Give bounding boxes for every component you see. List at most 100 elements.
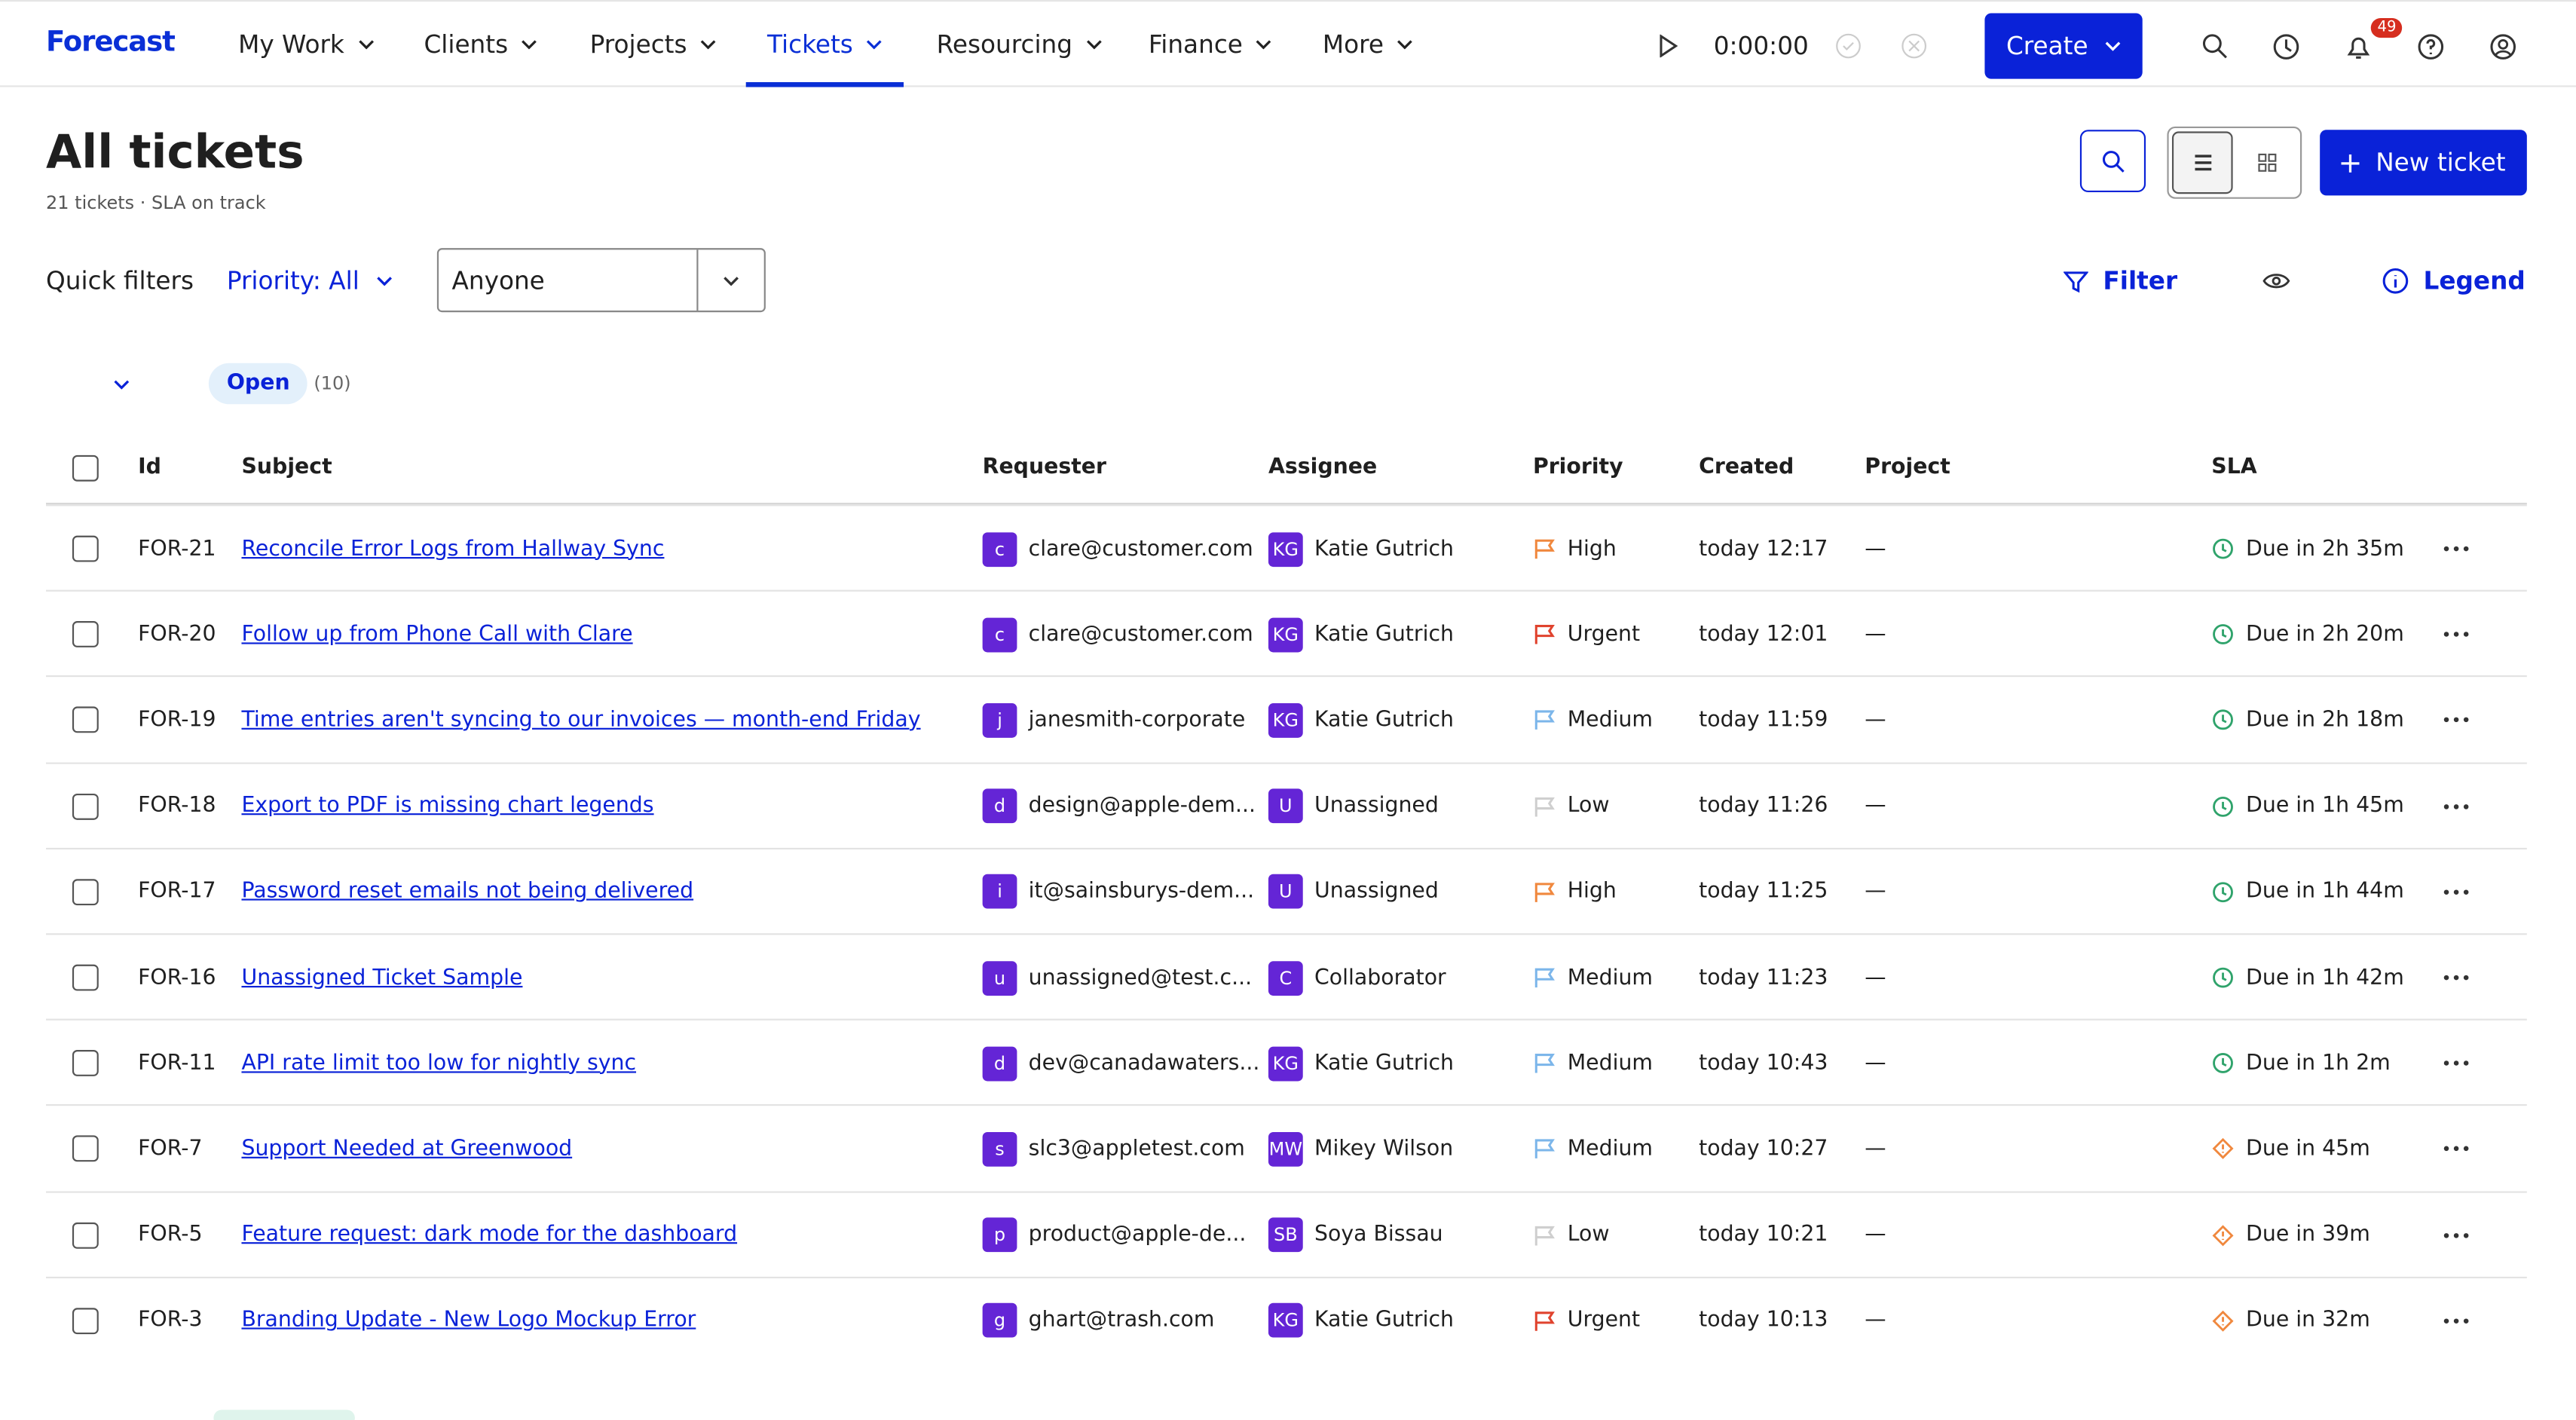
visibility-icon[interactable] (2262, 271, 2290, 291)
nav-item[interactable]: Projects (590, 29, 717, 59)
requester-cell: c clare@customer.com (982, 592, 1253, 677)
check-icon[interactable] (1835, 33, 1862, 60)
sla-cell: Due in 45m (2211, 1106, 2370, 1192)
ticket-subject-link[interactable]: Feature request: dark mode for the dashb… (241, 1223, 738, 1247)
sla: Due in 2h 35m (2246, 536, 2404, 562)
row-checkbox[interactable] (72, 1050, 99, 1077)
sla-cell: Due in 2h 35m (2211, 506, 2404, 591)
more-actions[interactable] (2443, 1060, 2470, 1067)
project-cell: — (1865, 849, 1886, 935)
nav-item-label: Tickets (767, 29, 853, 60)
actions-cell (2443, 935, 2470, 1020)
row-checkbox[interactable] (72, 1222, 99, 1248)
more-actions[interactable] (2443, 717, 2470, 724)
chevron (2105, 41, 2121, 51)
play-icon[interactable] (1656, 34, 1679, 58)
nav-item[interactable]: More (1323, 29, 1413, 59)
sla: Due in 32m (2246, 1308, 2370, 1333)
ticket-subject-link[interactable]: Unassigned Ticket Sample (241, 965, 523, 990)
priority-filter[interactable]: Priority: All (227, 266, 393, 295)
create-label: Create (2005, 31, 2088, 61)
history-icon[interactable] (2272, 33, 2300, 61)
help-icon[interactable] (2417, 33, 2445, 61)
more-actions[interactable] (2443, 1317, 2470, 1324)
more-actions[interactable] (2443, 632, 2470, 638)
row-checkbox[interactable] (72, 1307, 99, 1334)
profile-icon[interactable] (2489, 33, 2517, 61)
row-checkbox[interactable] (72, 878, 99, 905)
grid-view-button[interactable] (2236, 131, 2297, 194)
assignee: Katie Gutrich (1314, 1308, 1454, 1333)
ticket-subject-link[interactable]: Follow up from Phone Call with Clare (241, 622, 633, 647)
more-actions[interactable] (2443, 803, 2470, 809)
nav-item[interactable]: Resourcing (937, 29, 1103, 59)
ticket-row: FOR-20 Follow up from Phone Call with Cla… (46, 590, 2527, 678)
sla-icon (2213, 710, 2233, 731)
sla: Due in 1h 44m (2246, 879, 2404, 904)
ticket-id: FOR-19 (138, 708, 216, 733)
active-underline (745, 82, 904, 87)
chevron (867, 40, 883, 50)
project: — (1865, 622, 1886, 647)
nav-item[interactable]: My Work (238, 29, 374, 59)
row-checkbox[interactable] (72, 793, 99, 819)
row-checkbox[interactable] (72, 964, 99, 991)
assignee-select[interactable]: Anyone (436, 248, 766, 313)
ticket-subject-link[interactable]: Time entries aren't syncing to our invoi… (241, 708, 921, 733)
legend-button[interactable]: Legend (2382, 266, 2526, 295)
search-icon[interactable] (2201, 33, 2228, 60)
row-checkbox[interactable] (72, 707, 99, 734)
filter-label: Filter (2103, 266, 2178, 296)
priority-cell: High (1533, 506, 1617, 591)
created: today 10:13 (1699, 1308, 1828, 1333)
more-actions[interactable] (2443, 889, 2470, 895)
row-checkbox[interactable] (72, 535, 99, 562)
nav-item[interactable]: Clients (424, 29, 537, 59)
project: — (1865, 965, 1886, 990)
requester: product@apple-de... (1028, 1223, 1247, 1247)
search-button[interactable] (2079, 130, 2146, 193)
checkbox-cell (72, 1106, 99, 1192)
more-actions[interactable] (2443, 1146, 2470, 1152)
ticket-subject-link[interactable]: Branding Update - New Logo Mockup Error (241, 1308, 696, 1333)
subject-cell: Password reset emails not being delivere… (241, 849, 693, 935)
assignee: Katie Gutrich (1314, 536, 1454, 562)
more-actions[interactable] (2443, 546, 2470, 552)
assignee-avatar: KG (1268, 1045, 1303, 1081)
select-all-checkbox[interactable] (72, 454, 99, 482)
collapse-chevron[interactable] (113, 380, 130, 390)
requester-avatar: g (982, 1303, 1017, 1339)
logo[interactable]: Forecast (46, 26, 176, 60)
create-button[interactable]: Create (1984, 13, 2143, 79)
created-cell: today 12:17 (1699, 506, 1828, 591)
ticket-subject-link[interactable]: API rate limit too low for nightly sync (241, 1051, 637, 1076)
list-view-button[interactable] (2171, 131, 2233, 194)
more-actions[interactable] (2443, 975, 2470, 981)
project: — (1865, 1051, 1886, 1076)
sla: Due in 1h 45m (2246, 794, 2404, 819)
nav-item[interactable]: Tickets (767, 29, 883, 59)
project: — (1865, 794, 1886, 819)
ticket-subject-link[interactable]: Reconcile Error Logs from Hallway Sync (241, 536, 665, 562)
ticket-subject-link[interactable]: Export to PDF is missing chart legends (241, 794, 654, 819)
sla-cell: Due in 1h 2m (2211, 1021, 2391, 1106)
ticket-subject-link[interactable]: Support Needed at Greenwood (241, 1137, 573, 1162)
requester-cell: u unassigned@test.c... (982, 935, 1252, 1020)
created: today 12:17 (1699, 536, 1828, 562)
assignee-cell: KG Katie Gutrich (1268, 506, 1454, 591)
bell-icon[interactable] (2345, 33, 2373, 61)
ticket-subject-link[interactable]: Password reset emails not being delivere… (241, 879, 694, 904)
requester: ghart@trash.com (1028, 1308, 1215, 1333)
row-checkbox[interactable] (72, 621, 99, 648)
filter-button[interactable]: Filter (2064, 266, 2177, 295)
nav-item-label: Clients (424, 29, 509, 60)
nav-item[interactable]: Finance (1149, 29, 1272, 59)
stop-icon[interactable] (1901, 33, 1927, 60)
row-checkbox[interactable] (72, 1136, 99, 1163)
new-ticket-label: New ticket (2376, 148, 2506, 178)
new-ticket-button[interactable]: New ticket (2320, 130, 2527, 196)
sla: Due in 2h 18m (2246, 708, 2404, 733)
id-cell: FOR-16 (138, 935, 216, 1020)
requester: design@apple-dem... (1028, 794, 1256, 819)
more-actions[interactable] (2443, 1232, 2470, 1238)
